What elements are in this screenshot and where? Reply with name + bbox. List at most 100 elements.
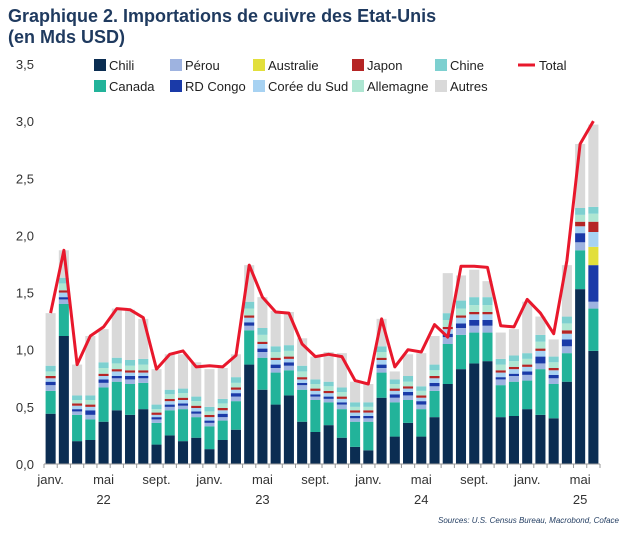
bar-segment bbox=[111, 376, 122, 379]
bar-segment bbox=[482, 281, 493, 298]
bar-segment bbox=[257, 389, 268, 464]
bar-segment bbox=[403, 392, 414, 396]
x-month-label: sept. bbox=[142, 472, 170, 487]
bar-segment bbox=[363, 410, 374, 413]
x-year-label: 23 bbox=[255, 492, 269, 507]
bar-segment bbox=[389, 436, 400, 464]
bar-segment bbox=[111, 363, 122, 370]
bar-segment bbox=[297, 382, 308, 386]
bar-segment bbox=[389, 388, 400, 391]
bar-segment bbox=[363, 412, 374, 416]
bar-segment bbox=[561, 333, 572, 340]
bar-segment bbox=[508, 329, 519, 356]
bar-segment bbox=[45, 381, 56, 386]
bar-segment bbox=[58, 297, 69, 300]
y-tick-label: 1,0 bbox=[16, 343, 34, 358]
bar-segment bbox=[442, 326, 453, 330]
bar-segment bbox=[98, 382, 109, 388]
bar-segment bbox=[455, 328, 467, 335]
bar-segment bbox=[111, 381, 122, 411]
bar-segment bbox=[270, 346, 281, 352]
bar-segment bbox=[350, 446, 361, 464]
bar-segment bbox=[85, 336, 96, 396]
bar-segment bbox=[495, 417, 506, 464]
bar-segment bbox=[363, 450, 374, 464]
bar-segment bbox=[58, 277, 69, 284]
bar-segment bbox=[270, 360, 281, 365]
bar-segment bbox=[98, 379, 109, 383]
x-month-label: janv. bbox=[513, 472, 541, 487]
bar-segment bbox=[98, 362, 109, 368]
legend-label: Pérou bbox=[185, 58, 220, 73]
bar-segment bbox=[376, 357, 387, 360]
bar-segment bbox=[429, 390, 440, 418]
x-year-label: 24 bbox=[414, 492, 428, 507]
bar-segment bbox=[230, 354, 241, 378]
bar-segment bbox=[177, 400, 189, 404]
bar-segment bbox=[575, 242, 586, 251]
bar-segment bbox=[561, 316, 572, 324]
legend-item: Chine bbox=[435, 58, 484, 73]
bar-segment bbox=[98, 373, 109, 376]
bar-segment bbox=[138, 370, 149, 373]
bar-segment bbox=[244, 315, 255, 318]
bar-segment bbox=[310, 379, 321, 384]
bar-segment bbox=[85, 406, 96, 411]
x-month-label: mai bbox=[93, 472, 114, 487]
bar-segment bbox=[270, 404, 281, 464]
bar-segment bbox=[416, 386, 427, 391]
bar-segment bbox=[125, 376, 136, 380]
bar-segment bbox=[416, 397, 427, 402]
legend-item: RD Congo bbox=[170, 79, 246, 94]
bar-segment bbox=[45, 385, 56, 391]
bar-segment bbox=[403, 395, 414, 400]
bar-segment bbox=[125, 384, 136, 415]
bar-segment bbox=[403, 400, 414, 423]
bar-segment bbox=[575, 226, 586, 234]
bar-segment bbox=[72, 403, 83, 406]
bar-segment bbox=[257, 357, 268, 390]
bar-segment bbox=[376, 372, 387, 398]
bar-segment bbox=[522, 374, 533, 381]
bar-segment bbox=[58, 290, 69, 293]
bar-segment bbox=[455, 317, 467, 324]
bar-segment bbox=[270, 352, 281, 358]
bar-segment bbox=[389, 379, 400, 384]
bar-segment bbox=[482, 332, 493, 362]
legend-label: Canada bbox=[109, 79, 155, 94]
bar-segment bbox=[217, 417, 228, 421]
bar-segment bbox=[535, 334, 546, 342]
bar-segment bbox=[336, 402, 347, 405]
legend-swatch bbox=[170, 80, 182, 92]
bar-segment bbox=[469, 325, 480, 333]
bar-segment bbox=[138, 378, 149, 383]
bar-segment bbox=[442, 313, 453, 320]
bar-segment bbox=[575, 233, 586, 243]
legend-item: Canada bbox=[94, 79, 155, 94]
legend-swatch bbox=[435, 59, 447, 71]
bar-segment bbox=[164, 398, 175, 402]
bar-segment bbox=[429, 417, 440, 464]
bar-segment bbox=[336, 404, 347, 410]
bar-segment bbox=[508, 369, 519, 374]
bar-segment bbox=[85, 400, 96, 405]
bar-segment bbox=[204, 449, 215, 464]
bar-segment bbox=[469, 297, 480, 306]
bar-segment bbox=[230, 429, 241, 464]
bar-segment bbox=[125, 365, 136, 371]
bar-segment bbox=[469, 314, 480, 320]
bar-segment bbox=[98, 376, 109, 380]
bar-segment bbox=[323, 386, 334, 391]
bar-segment bbox=[283, 356, 294, 359]
bar-segment bbox=[522, 380, 533, 410]
bar-segment bbox=[350, 416, 361, 419]
legend-swatch bbox=[352, 80, 364, 92]
bar-segment bbox=[469, 305, 480, 312]
bar-segment bbox=[535, 316, 546, 335]
bar-segment bbox=[442, 320, 453, 327]
bar-segment bbox=[535, 363, 546, 370]
bar-segment bbox=[151, 419, 162, 423]
bar-segment bbox=[429, 336, 440, 365]
bar-segment bbox=[575, 221, 586, 227]
x-year-label: 25 bbox=[573, 492, 587, 507]
